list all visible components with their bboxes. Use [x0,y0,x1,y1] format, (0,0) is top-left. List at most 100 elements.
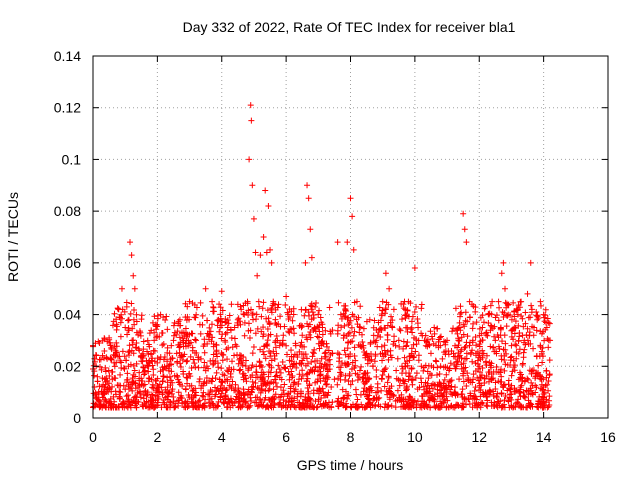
data-point [518,371,525,378]
data-point [294,354,301,361]
data-point [360,325,367,332]
data-point [501,367,508,374]
data-point [469,404,476,411]
data-point [138,375,145,382]
data-point [117,333,124,340]
data-point [235,399,242,406]
data-point [145,358,152,365]
data-point [213,369,220,376]
data-point [376,304,383,311]
data-point [116,388,123,395]
data-point [192,314,199,321]
data-point [452,305,459,312]
data-point [176,334,183,341]
data-point [491,348,498,355]
data-point [288,347,295,354]
data-point [125,396,132,403]
data-point [209,388,216,395]
data-point [328,404,335,411]
data-point [106,336,113,343]
data-point [250,383,257,390]
data-point [427,370,434,377]
data-point [524,337,531,344]
data-point [189,387,196,394]
data-point [448,383,455,390]
data-point [205,365,212,372]
data-point [234,301,241,308]
data-point [420,383,427,390]
data-point [319,331,326,338]
data-point [276,374,283,381]
data-point [111,363,118,370]
data-point [453,401,460,408]
data-point [404,307,411,314]
data-point [513,342,520,349]
data-point [525,314,532,321]
data-point [313,299,320,306]
data-point [351,364,358,371]
data-point [225,320,232,327]
data-point [317,368,324,375]
data-point [527,259,534,266]
data-point [115,382,122,389]
data-point [249,378,256,385]
data-point [532,370,539,377]
data-point [413,401,420,408]
data-point [125,327,132,334]
x-tick-label: 4 [218,429,226,445]
data-point [500,259,507,266]
data-point [137,353,144,360]
data-point [342,306,349,313]
data-point [116,353,123,360]
data-point [117,371,124,378]
data-point [405,376,412,383]
data-point [514,399,521,406]
data-point [428,394,435,401]
data-point [290,311,297,318]
data-point [410,402,417,409]
data-point [320,375,327,382]
data-point [405,404,412,411]
y-axis-label: ROTI / TECUs [5,192,21,282]
data-point [180,371,187,378]
data-point [418,401,425,408]
data-point [526,329,533,336]
data-point [326,304,333,311]
data-point [522,309,529,316]
data-point [510,364,517,371]
y-tick-label: 0.1 [62,151,82,167]
data-point [151,358,158,365]
data-point [197,401,204,408]
data-point [512,341,519,348]
data-point [510,299,517,306]
data-point [203,363,210,370]
data-point [397,327,404,334]
data-point [273,332,280,339]
data-point [282,302,289,309]
data-point [298,390,305,397]
data-point [532,382,539,389]
data-point [191,402,198,409]
data-point [245,327,252,334]
data-point [488,376,495,383]
data-point [435,338,442,345]
data-point [470,320,477,327]
data-point [312,364,319,371]
data-point [253,369,260,376]
data-point [100,402,107,409]
data-point [458,390,465,397]
data-point [460,378,467,385]
data-point [123,357,130,364]
data-point [384,379,391,386]
data-point [164,404,171,411]
data-point [493,368,500,375]
data-point [460,372,467,379]
data-point [316,307,323,314]
data-point [127,361,134,368]
data-point [281,381,288,388]
data-point [339,386,346,393]
data-point [524,325,531,332]
data-point [265,361,272,368]
data-point [455,359,462,366]
data-point [437,382,444,389]
